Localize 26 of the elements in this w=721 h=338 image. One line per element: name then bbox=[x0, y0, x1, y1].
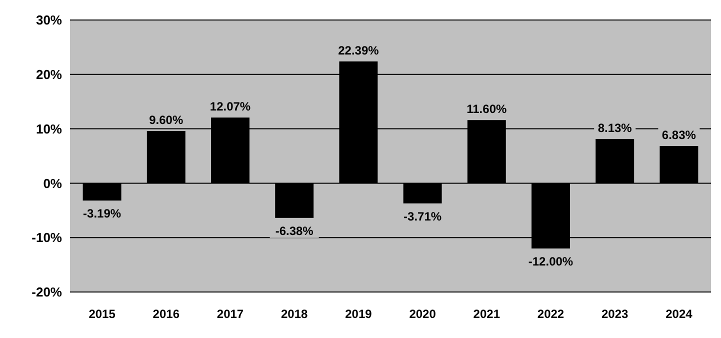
data-label: -3.19% bbox=[83, 206, 122, 221]
x-tick-label: 2016 bbox=[152, 307, 180, 321]
y-tick-label: -10% bbox=[32, 230, 62, 246]
data-label: 22.39% bbox=[338, 43, 380, 58]
y-tick-label: 0% bbox=[43, 176, 62, 191]
x-tick-label: 2015 bbox=[88, 307, 116, 321]
x-tick-label: 2018 bbox=[281, 307, 308, 321]
data-label: 8.13% bbox=[598, 120, 632, 135]
data-label: 11.60% bbox=[466, 102, 507, 116]
x-tick-label: 2023 bbox=[602, 307, 629, 321]
data-label: 6.83% bbox=[662, 128, 696, 142]
data-label: 12.07% bbox=[210, 100, 251, 114]
x-tick-label: 2022 bbox=[537, 307, 564, 321]
x-tick-label: 2021 bbox=[473, 307, 500, 321]
data-label: -6.38% bbox=[275, 224, 314, 238]
x-tick-label: 2017 bbox=[216, 307, 244, 321]
y-tick-label: 20% bbox=[36, 66, 62, 82]
data-label: -3.71% bbox=[404, 209, 442, 224]
data-label: -12.00% bbox=[528, 254, 574, 268]
y-tick-label: 30% bbox=[36, 12, 62, 28]
x-tick-label: 2024 bbox=[666, 307, 693, 321]
y-tick-label: -20% bbox=[32, 284, 62, 300]
y-tick-label: 10% bbox=[36, 121, 62, 136]
x-tick-label: 2020 bbox=[409, 307, 436, 321]
data-label: 9.60% bbox=[149, 112, 184, 127]
x-tick-label: 2019 bbox=[345, 307, 372, 321]
